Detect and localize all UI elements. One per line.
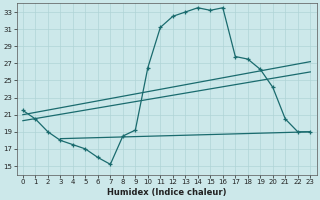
X-axis label: Humidex (Indice chaleur): Humidex (Indice chaleur) (107, 188, 226, 197)
